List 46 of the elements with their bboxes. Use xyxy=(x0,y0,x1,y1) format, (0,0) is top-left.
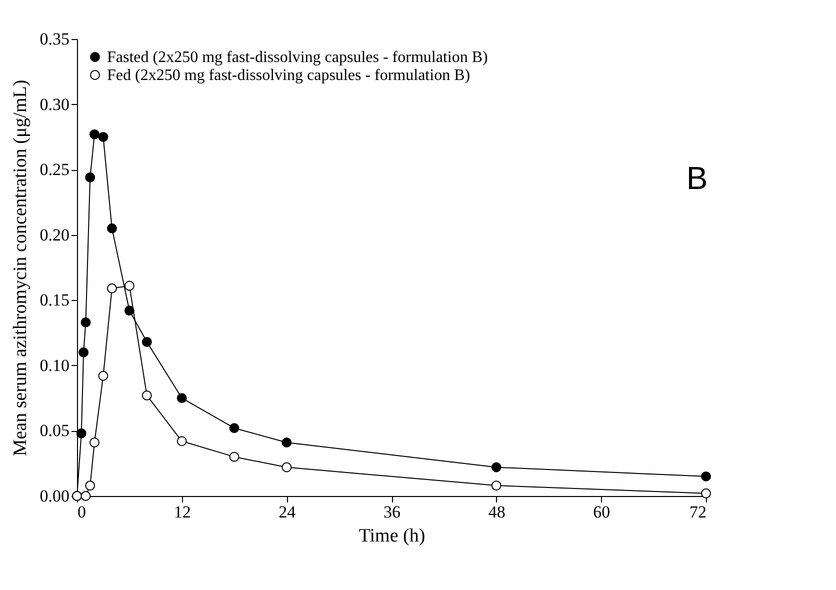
y-tick-label: 0.10 xyxy=(40,356,70,375)
point xyxy=(229,452,240,462)
point xyxy=(142,336,152,347)
y-tick-label: 0.05 xyxy=(40,421,70,440)
x-tick-label: 12 xyxy=(174,502,191,522)
x-tick-label: 72 xyxy=(690,502,706,522)
point xyxy=(98,132,108,142)
point xyxy=(142,390,152,400)
point xyxy=(85,480,96,491)
x-tick-label: 36 xyxy=(384,502,400,522)
y-tick-label: 0.00 xyxy=(40,486,70,506)
point xyxy=(90,129,100,140)
point xyxy=(80,317,91,328)
x-tick-label: 0 xyxy=(78,502,86,522)
point xyxy=(491,480,502,491)
x-tick-label: 48 xyxy=(488,502,506,522)
y-tick-label: 0.30 xyxy=(40,94,70,114)
point xyxy=(701,471,711,482)
point xyxy=(176,436,187,446)
point xyxy=(491,462,502,472)
y-tick-label: 0.20 xyxy=(40,225,70,244)
point xyxy=(701,488,711,498)
x-tick-label: 24 xyxy=(278,502,296,522)
point xyxy=(90,438,100,448)
point xyxy=(85,172,96,182)
point xyxy=(229,423,240,434)
point xyxy=(282,438,292,448)
y-tick-label: 0.35 xyxy=(40,30,70,48)
annotation: B xyxy=(686,160,708,196)
legend-label: Fed (2x250 mg fast-dissolving capsules - formulation B) xyxy=(107,67,470,84)
point xyxy=(106,223,117,234)
legend-label: Fasted (2x250 mg fast-dissolving capsules - formulation B) xyxy=(107,49,488,66)
point xyxy=(76,428,86,438)
point xyxy=(124,280,134,291)
y-axis-title: Mean serum azithromycin concentration (μg/mL) xyxy=(10,80,31,456)
point xyxy=(106,283,117,294)
point xyxy=(78,347,89,358)
point xyxy=(80,491,91,501)
point xyxy=(282,462,292,472)
point xyxy=(176,393,187,404)
y-tick-label: 0.15 xyxy=(40,290,70,310)
y-tick-label: 0.25 xyxy=(40,160,70,180)
point xyxy=(124,306,134,316)
x-tick-label: 60 xyxy=(593,502,610,522)
x-axis-title: Time (h) xyxy=(358,526,426,546)
point xyxy=(98,370,108,381)
